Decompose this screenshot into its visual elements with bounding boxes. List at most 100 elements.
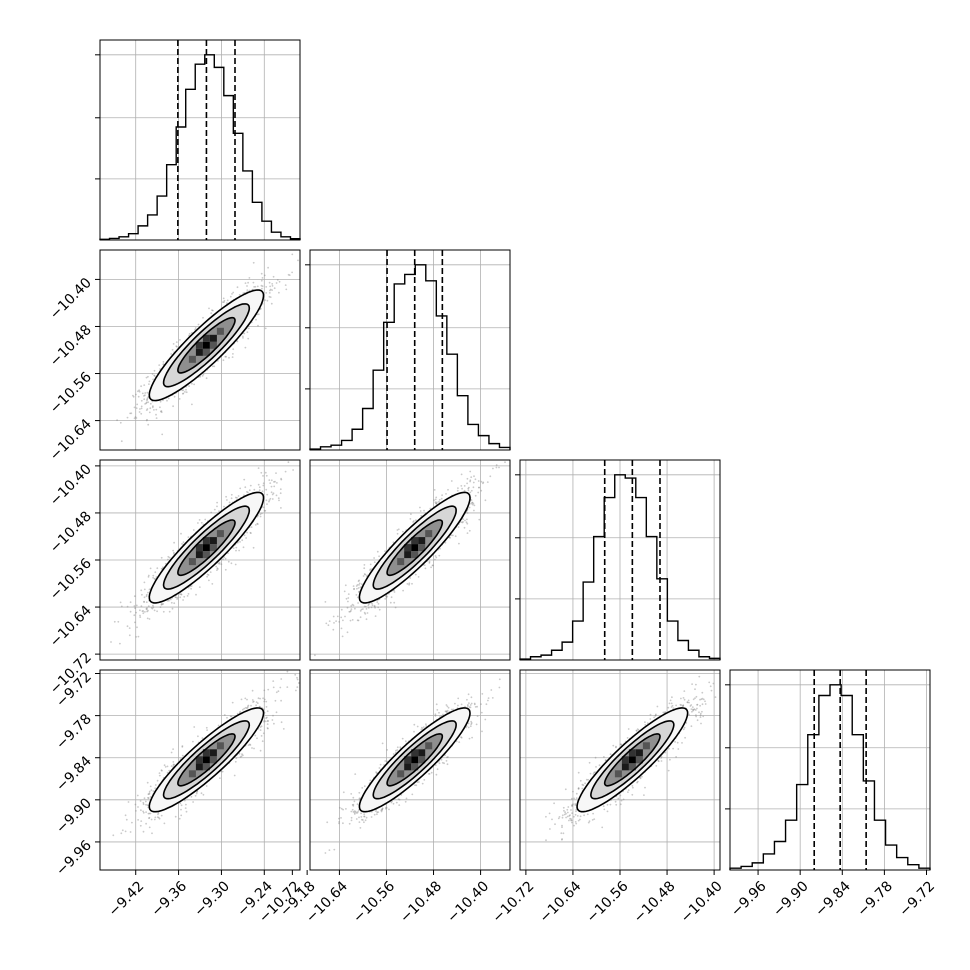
density-cell (202, 334, 210, 342)
sample-point (268, 499, 271, 501)
sample-point (253, 488, 256, 491)
sample-point (314, 654, 316, 657)
sample-point (409, 577, 412, 579)
sample-point (208, 307, 210, 310)
sample-point (126, 605, 129, 608)
sample-point (261, 512, 263, 515)
sample-point (273, 481, 275, 483)
sample-point (153, 369, 156, 372)
sample-point (142, 610, 145, 612)
sample-point (155, 408, 158, 411)
sample-point (357, 619, 360, 622)
sample-point (389, 601, 392, 604)
sample-point (408, 583, 410, 586)
sample-point (261, 490, 264, 493)
sample-point (236, 340, 239, 343)
panel-frame (99, 39, 301, 241)
sample-point (470, 502, 472, 505)
sample-point (270, 479, 273, 482)
sample-point (135, 417, 138, 419)
sample-point (374, 615, 377, 617)
sample-point (360, 583, 363, 585)
panel-frame (309, 249, 511, 451)
sample-point (172, 405, 175, 408)
sample-point (149, 402, 152, 405)
sample-point (227, 560, 230, 563)
panel-frame (729, 669, 931, 871)
sample-point (179, 593, 181, 595)
sample-point (138, 389, 141, 392)
sample-point (393, 591, 396, 593)
sample-point (246, 285, 248, 287)
sample-point (356, 596, 359, 599)
sample-point (138, 390, 141, 393)
sample-point (275, 494, 278, 497)
sample-point (344, 615, 346, 618)
sample-point (182, 599, 185, 601)
sample-point (140, 605, 143, 607)
sample-point (444, 541, 447, 544)
sample-point (128, 634, 131, 637)
sample-point (226, 499, 228, 501)
sample-point (136, 403, 139, 406)
sample-point (222, 558, 224, 561)
sample-point (137, 390, 139, 393)
sample-point (239, 487, 242, 490)
sample-point (145, 595, 148, 598)
sample-point (269, 289, 271, 292)
sample-point (348, 610, 351, 613)
sample-point (175, 341, 178, 343)
sample-point (370, 606, 373, 609)
sample-point (152, 405, 154, 408)
sample-point (439, 547, 441, 550)
sample-point (156, 567, 159, 570)
sample-point (150, 607, 153, 609)
sample-point (469, 479, 472, 482)
sample-point (151, 373, 154, 375)
sample-point (431, 564, 434, 567)
sample-point (275, 282, 278, 284)
sample-point (461, 487, 463, 490)
sample-point (364, 573, 367, 576)
sample-point (211, 309, 213, 312)
sample-point (195, 593, 197, 596)
sample-point (244, 282, 247, 284)
sample-point (134, 416, 137, 418)
sample-point (436, 501, 438, 504)
sample-point (257, 483, 260, 486)
sample-point (139, 616, 142, 618)
sample-point (152, 606, 155, 609)
histogram-step-3 (729, 684, 931, 870)
sample-point (204, 518, 207, 521)
sample-point (356, 619, 359, 622)
sample-point (473, 475, 475, 478)
sample-point (438, 498, 441, 501)
sample-point (168, 610, 171, 613)
sample-point (182, 389, 185, 392)
contour-1 (162, 505, 251, 590)
sample-point (143, 596, 146, 599)
sample-point (262, 475, 264, 477)
sample-point (152, 604, 154, 607)
sample-point (182, 392, 185, 395)
sample-point (264, 327, 267, 330)
sample-point (434, 498, 437, 501)
sample-point (158, 364, 161, 366)
sample-point (151, 607, 154, 610)
sample-point (173, 395, 176, 398)
sample-point (188, 385, 191, 387)
sample-point (257, 313, 260, 316)
sample-point (460, 473, 463, 476)
sample-point (236, 497, 238, 499)
sample-point (239, 541, 241, 543)
sample-point (139, 408, 141, 410)
sample-point (225, 302, 228, 304)
sample-point (191, 382, 193, 385)
sample-point (226, 299, 229, 302)
contour-0 (148, 491, 265, 604)
sample-point (234, 563, 237, 566)
sample-point (359, 610, 362, 612)
sample-point (138, 411, 141, 413)
sample-point (117, 620, 120, 623)
sample-point (116, 419, 118, 422)
